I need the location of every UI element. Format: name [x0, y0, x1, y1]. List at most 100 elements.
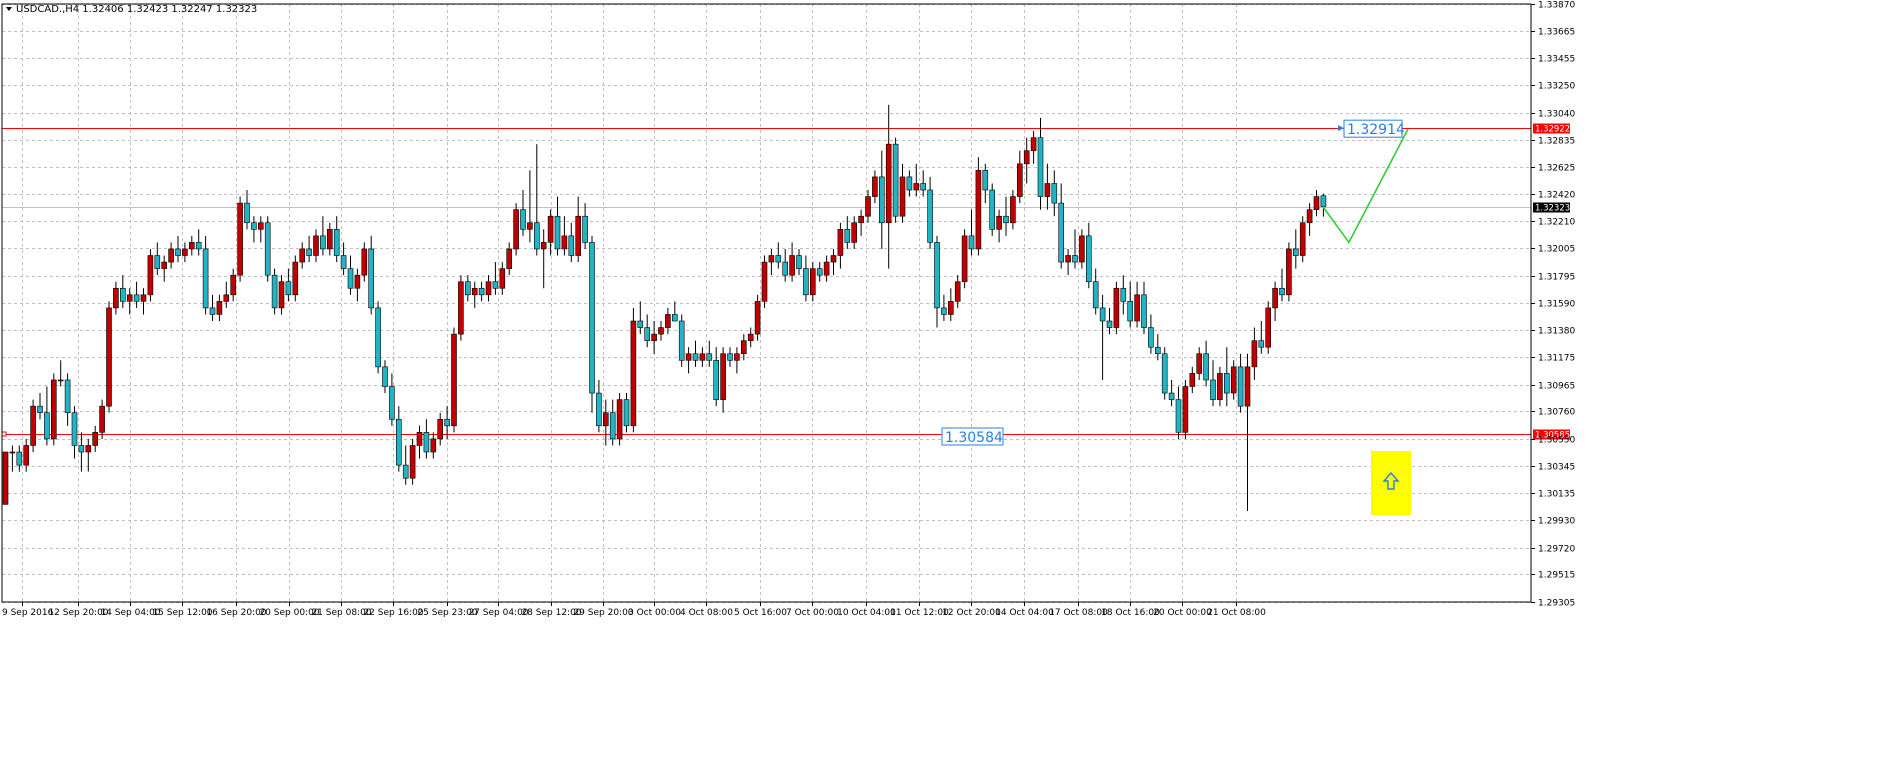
candle-body[interactable] [478, 287, 485, 296]
candle-body[interactable] [437, 418, 444, 440]
candle-body[interactable] [37, 405, 43, 414]
candle-body[interactable] [596, 392, 602, 427]
candle-body[interactable] [754, 301, 761, 335]
candle-body[interactable] [651, 333, 657, 341]
candle-body[interactable] [782, 261, 789, 276]
candle-body[interactable] [1155, 346, 1161, 355]
candle-body[interactable] [768, 255, 775, 263]
candle-body[interactable] [609, 412, 616, 440]
candle-body[interactable] [85, 445, 92, 453]
candle-body[interactable] [71, 412, 78, 446]
candle-body[interactable] [485, 281, 492, 296]
candle-body[interactable] [803, 268, 809, 296]
candle-body[interactable] [1306, 209, 1313, 224]
candle-body[interactable] [23, 445, 30, 466]
candle-body[interactable] [154, 255, 161, 269]
candle-body[interactable] [1072, 255, 1078, 263]
candle-body[interactable] [872, 176, 878, 197]
candle-body[interactable] [761, 261, 768, 302]
candle-body[interactable] [1203, 353, 1209, 381]
candle-body[interactable] [747, 333, 754, 341]
candle-body[interactable] [2, 451, 9, 505]
candle-body[interactable] [685, 353, 692, 361]
candle-body[interactable] [1113, 287, 1120, 328]
candle-body[interactable] [340, 255, 347, 269]
candle-body[interactable] [913, 183, 920, 191]
candle-body[interactable] [382, 366, 388, 387]
resistance-label-box[interactable] [1343, 119, 1403, 138]
candle-body[interactable] [451, 333, 457, 427]
candle-body[interactable] [147, 255, 154, 296]
candle-body[interactable] [133, 294, 140, 302]
candle-body[interactable] [982, 170, 989, 191]
candle-body[interactable] [209, 307, 216, 315]
candle-body[interactable] [678, 320, 685, 361]
horizontal-levels[interactable]: 1.32922 1.30585 1.32323 [1, 123, 1570, 441]
candle-body[interactable] [740, 340, 747, 355]
candle-body[interactable] [375, 307, 381, 368]
candle-body[interactable] [285, 281, 292, 296]
candle-body[interactable] [1016, 163, 1023, 197]
candle-body[interactable] [582, 215, 588, 243]
candle-body[interactable] [78, 445, 85, 453]
candle-body[interactable] [395, 418, 402, 466]
candle-body[interactable] [264, 222, 271, 276]
candle-body[interactable] [1079, 235, 1085, 263]
candle-body[interactable] [734, 353, 740, 361]
candle-body[interactable] [44, 412, 50, 440]
candle-body[interactable] [120, 287, 126, 302]
candle-body[interactable] [561, 235, 568, 250]
candle-body[interactable] [906, 176, 913, 191]
candle-body[interactable] [347, 268, 354, 289]
candle-body[interactable] [616, 399, 623, 440]
candle-body[interactable] [202, 248, 209, 309]
candle-body[interactable] [1258, 340, 1265, 348]
candle-body[interactable] [809, 268, 816, 296]
candle-body[interactable] [623, 399, 630, 427]
candle-body[interactable] [1092, 281, 1099, 309]
candle-body[interactable] [113, 287, 119, 309]
candle-body[interactable] [320, 235, 326, 250]
candle-body[interactable] [30, 405, 36, 446]
candle-body[interactable] [195, 242, 202, 250]
level-handle[interactable] [1, 431, 7, 437]
candle-body[interactable] [1251, 340, 1258, 368]
candle-body[interactable] [92, 432, 98, 446]
candle-body[interactable] [423, 432, 430, 453]
candle-body[interactable] [1065, 255, 1071, 263]
candle-body[interactable] [216, 301, 223, 315]
signal-highlight-box[interactable] [1371, 451, 1411, 515]
candle-body[interactable] [947, 301, 954, 315]
candle-body[interactable] [513, 209, 519, 250]
candle-body[interactable] [630, 320, 637, 427]
candle-body[interactable] [251, 222, 257, 230]
candle-body[interactable] [568, 235, 575, 256]
candle-body[interactable] [968, 235, 975, 250]
candle-body[interactable] [727, 353, 733, 361]
candle-body[interactable] [665, 314, 671, 328]
candle-body[interactable] [1120, 287, 1127, 302]
candle-body[interactable] [492, 281, 499, 289]
candle-body[interactable] [892, 143, 899, 217]
candle-body[interactable] [368, 248, 375, 309]
candle-body[interactable] [1320, 195, 1327, 207]
candle-body[interactable] [244, 202, 250, 224]
candle-body[interactable] [471, 287, 478, 296]
candle-body[interactable] [1010, 196, 1016, 224]
candle-body[interactable] [1134, 294, 1140, 322]
candle-body[interactable] [644, 327, 651, 341]
candle-body[interactable] [575, 215, 582, 256]
candle-body[interactable] [637, 320, 644, 328]
candle-body[interactable] [658, 327, 664, 335]
candle-body[interactable] [858, 215, 864, 224]
candle-body[interactable] [416, 432, 423, 446]
candle-body[interactable] [830, 255, 837, 263]
candle-body[interactable] [1189, 373, 1196, 387]
candle-body[interactable] [865, 196, 871, 217]
candle-body[interactable] [430, 438, 437, 453]
candle-body[interactable] [389, 386, 395, 420]
candle-body[interactable] [540, 242, 547, 250]
candle-body[interactable] [271, 274, 278, 309]
candle-body[interactable] [306, 248, 312, 256]
